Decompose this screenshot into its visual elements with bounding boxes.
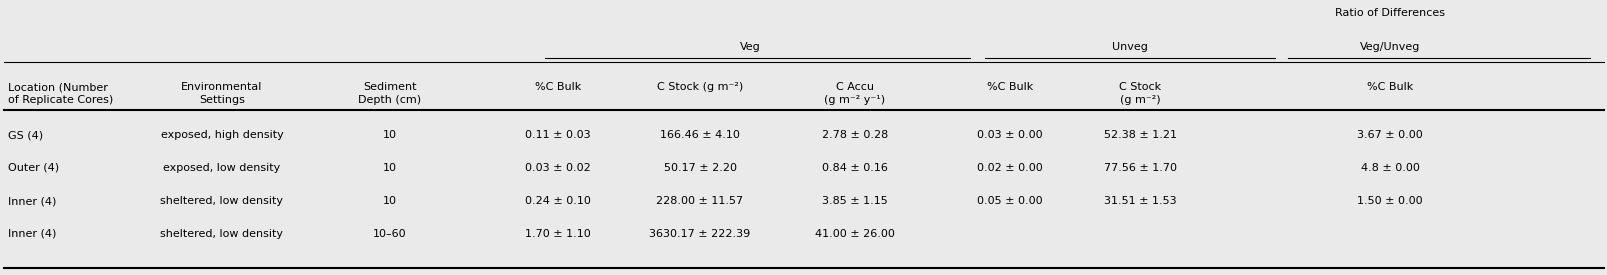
Text: %C Bulk: %C Bulk: [535, 82, 580, 92]
Text: exposed, low density: exposed, low density: [164, 163, 281, 173]
Text: 166.46 ± 4.10: 166.46 ± 4.10: [659, 130, 739, 140]
Text: 0.02 ± 0.00: 0.02 ± 0.00: [977, 163, 1043, 173]
Text: 10: 10: [382, 196, 397, 206]
Text: Sediment
Depth (cm): Sediment Depth (cm): [358, 82, 421, 105]
Text: 2.78 ± 0.28: 2.78 ± 0.28: [821, 130, 887, 140]
Text: 228.00 ± 11.57: 228.00 ± 11.57: [656, 196, 742, 206]
Text: 0.11 ± 0.03: 0.11 ± 0.03: [525, 130, 590, 140]
Text: Inner (4): Inner (4): [8, 229, 56, 239]
Text: 3630.17 ± 222.39: 3630.17 ± 222.39: [649, 229, 750, 239]
Text: 10–60: 10–60: [373, 229, 407, 239]
Text: 0.84 ± 0.16: 0.84 ± 0.16: [821, 163, 887, 173]
Text: 0.24 ± 0.10: 0.24 ± 0.10: [525, 196, 590, 206]
Text: 77.56 ± 1.70: 77.56 ± 1.70: [1102, 163, 1176, 173]
Text: Unveg: Unveg: [1112, 42, 1147, 52]
Text: 3.67 ± 0.00: 3.67 ± 0.00: [1356, 130, 1422, 140]
Text: 0.03 ± 0.02: 0.03 ± 0.02: [525, 163, 590, 173]
Text: 31.51 ± 1.53: 31.51 ± 1.53: [1102, 196, 1176, 206]
Text: 4.8 ± 0.00: 4.8 ± 0.00: [1360, 163, 1419, 173]
Text: %C Bulk: %C Bulk: [987, 82, 1032, 92]
Text: 0.03 ± 0.00: 0.03 ± 0.00: [977, 130, 1043, 140]
Text: GS (4): GS (4): [8, 130, 43, 140]
Text: 10: 10: [382, 130, 397, 140]
Text: 3.85 ± 1.15: 3.85 ± 1.15: [821, 196, 887, 206]
Text: Ratio of Differences: Ratio of Differences: [1334, 8, 1445, 18]
Text: Inner (4): Inner (4): [8, 196, 56, 206]
Text: Veg/Unveg: Veg/Unveg: [1360, 42, 1419, 52]
Text: Environmental
Settings: Environmental Settings: [182, 82, 262, 105]
Text: 50.17 ± 2.20: 50.17 ± 2.20: [664, 163, 736, 173]
Text: 52.38 ± 1.21: 52.38 ± 1.21: [1102, 130, 1176, 140]
Text: exposed, high density: exposed, high density: [161, 130, 283, 140]
Text: 1.70 ± 1.10: 1.70 ± 1.10: [525, 229, 590, 239]
Text: Veg: Veg: [739, 42, 760, 52]
Text: 1.50 ± 0.00: 1.50 ± 0.00: [1356, 196, 1422, 206]
Text: 10: 10: [382, 163, 397, 173]
Text: C Accu
(g m⁻² y⁻¹): C Accu (g m⁻² y⁻¹): [824, 82, 885, 105]
Text: sheltered, low density: sheltered, low density: [161, 229, 283, 239]
Text: %C Bulk: %C Bulk: [1366, 82, 1413, 92]
Text: C Stock
(g m⁻²): C Stock (g m⁻²): [1118, 82, 1160, 105]
Text: 0.05 ± 0.00: 0.05 ± 0.00: [977, 196, 1043, 206]
Text: sheltered, low density: sheltered, low density: [161, 196, 283, 206]
Text: Location (Number
of Replicate Cores): Location (Number of Replicate Cores): [8, 82, 112, 105]
Text: Outer (4): Outer (4): [8, 163, 59, 173]
Text: C Stock (g m⁻²): C Stock (g m⁻²): [657, 82, 742, 92]
Text: 41.00 ± 26.00: 41.00 ± 26.00: [815, 229, 895, 239]
